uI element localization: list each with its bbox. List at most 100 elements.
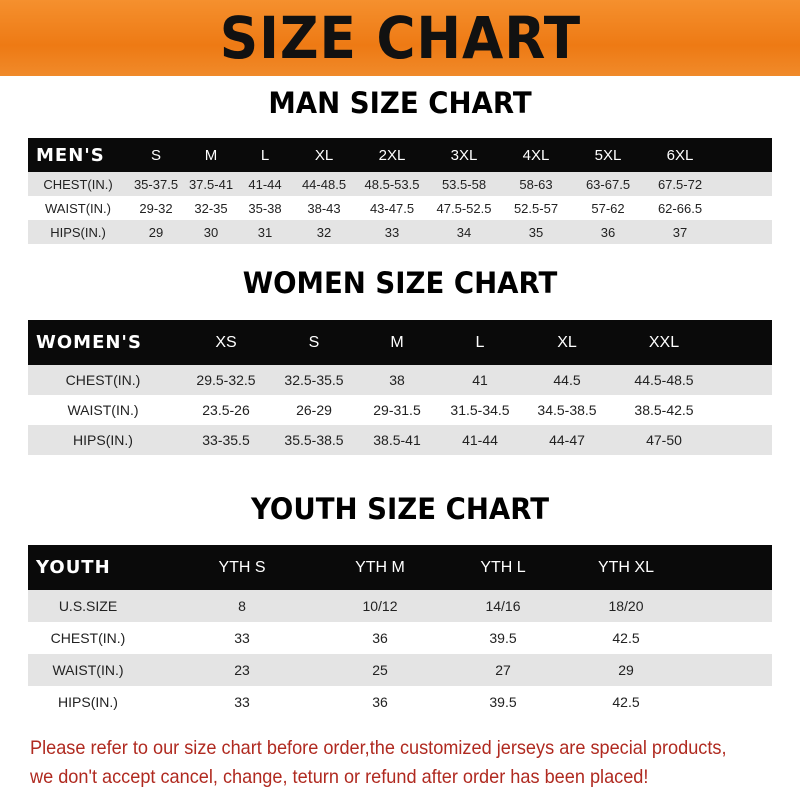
table-row: WAIST(IN.) 23.5-26 26-29 29-31.5 31.5-34.5 34… <box>28 395 772 425</box>
table-cell: XXL <box>648 333 680 351</box>
table-row: CHEST(IN.) 35-37.5 37.5-41 41-44 44-48.5 48.5… <box>28 172 772 196</box>
table-row: HIPS(IN.) 33-35.5 35.5-38.5 38.5-41 41-44 44-… <box>28 425 772 455</box>
table-cell: 44-47 <box>549 432 585 448</box>
table-cell: 47-50 <box>646 432 682 448</box>
row-label: CHEST(IN.) <box>65 372 141 388</box>
table-cell: 47.5-52.5 <box>436 200 492 216</box>
table-row: WAIST(IN.) 23 25 27 29 <box>28 654 772 686</box>
table-cell: M <box>390 333 404 351</box>
table-cell: 8 <box>238 598 246 614</box>
table-cell: 41-44 <box>248 176 282 192</box>
table-cell: 25 <box>372 662 388 678</box>
table-row: HIPS(IN.) 29 30 31 32 33 34 35 36 37 <box>28 220 772 244</box>
table-cell: 23 <box>234 662 250 678</box>
table-cell: 36 <box>372 630 388 646</box>
row-label: CHEST(IN.) <box>43 176 113 192</box>
table-header-row: WOMEN'S XS S M L XL XXL <box>28 320 772 365</box>
row-label: CHEST(IN.) <box>50 630 126 646</box>
row-label: WOMEN'S <box>36 332 142 353</box>
table-cell: 42.5 <box>612 630 640 646</box>
table-cell: 39.5 <box>489 630 517 646</box>
table-cell: L <box>260 146 270 164</box>
table-cell: 38.5-42.5 <box>634 402 694 418</box>
table-cell: 35-37.5 <box>133 176 179 192</box>
row-label: WAIST(IN.) <box>45 200 111 216</box>
table-cell: 33 <box>384 224 400 240</box>
table-cell: 67.5-72 <box>657 176 703 192</box>
table-cell: YTH M <box>355 558 405 576</box>
banner: SIZE CHART <box>0 0 800 76</box>
table-cell: 3XL <box>450 146 478 164</box>
table-cell: 37 <box>672 224 688 240</box>
row-label: MEN'S <box>36 144 105 166</box>
table-cell: 41-44 <box>462 432 498 448</box>
table-cell: 30 <box>203 224 219 240</box>
table-cell: 43-47.5 <box>369 200 415 216</box>
row-label: WAIST(IN.) <box>52 662 124 678</box>
row-label: HIPS(IN.) <box>73 432 133 448</box>
table-cell: 6XL <box>666 146 694 164</box>
table-cell: 37.5-41 <box>188 176 234 192</box>
table-cell: 29-32 <box>139 200 173 216</box>
table-cell: S <box>150 146 161 164</box>
table-cell: 10/12 <box>362 598 398 614</box>
table-cell: 5XL <box>594 146 622 164</box>
table-row: HIPS(IN.) 33 36 39.5 42.5 <box>28 686 772 718</box>
men-size-table: MEN'S S M L XL 2XL 3XL 4XL 5XL 6XL CHEST(IN.) 35-37… <box>28 138 772 244</box>
table-cell: 32.5-35.5 <box>284 372 344 388</box>
table-cell: 23.5-26 <box>202 402 250 418</box>
table-cell: 35.5-38.5 <box>284 432 344 448</box>
table-header-row: MEN'S S M L XL 2XL 3XL 4XL 5XL 6XL <box>28 138 772 172</box>
table-row: U.S.SIZE 8 10/12 14/16 18/20 <box>28 590 772 622</box>
table-cell: 44.5-48.5 <box>634 372 694 388</box>
table-cell: 63-67.5 <box>585 176 631 192</box>
women-size-table: WOMEN'S XS S M L XL XXL CHEST(IN.) 29.5-32.5 32.5… <box>28 320 772 455</box>
table-cell: 14/16 <box>485 598 521 614</box>
table-cell: 31 <box>257 224 273 240</box>
table-cell: 52.5-57 <box>513 200 559 216</box>
table-cell: YTH S <box>218 558 266 576</box>
order-notice: Please refer to our size chart before or… <box>30 734 737 792</box>
table-row: CHEST(IN.) 29.5-32.5 32.5-35.5 38 41 44.5 44.5… <box>28 365 772 395</box>
table-cell: 34.5-38.5 <box>537 402 597 418</box>
table-cell: 29.5-32.5 <box>196 372 256 388</box>
table-cell: 38 <box>389 372 405 388</box>
table-cell: 62-66.5 <box>657 200 703 216</box>
row-label: HIPS(IN.) <box>50 224 106 240</box>
table-cell: 48.5-53.5 <box>364 176 420 192</box>
table-row: WAIST(IN.) 29-32 32-35 35-38 38-43 43-47.5 47.… <box>28 196 772 220</box>
table-cell: 36 <box>600 224 616 240</box>
table-cell: 53.5-58 <box>441 176 487 192</box>
table-cell: 42.5 <box>612 694 640 710</box>
table-cell: 44-48.5 <box>301 176 347 192</box>
table-cell: L <box>475 333 485 351</box>
table-cell: 4XL <box>522 146 550 164</box>
table-cell: 41 <box>472 372 488 388</box>
table-cell: YTH XL <box>597 558 654 576</box>
row-label: YOUTH <box>36 557 111 578</box>
table-cell: 26-29 <box>296 402 332 418</box>
table-cell: 38-43 <box>307 200 341 216</box>
women-chart-title: WOMEN SIZE CHART <box>242 266 558 300</box>
row-label: HIPS(IN.) <box>58 694 118 710</box>
table-cell: 31.5-34.5 <box>450 402 510 418</box>
table-cell: XL <box>557 333 577 351</box>
table-cell: 33 <box>234 694 250 710</box>
table-row: CHEST(IN.) 33 36 39.5 42.5 <box>28 622 772 654</box>
notice-line: Please refer to our size chart before or… <box>30 737 727 759</box>
table-cell: 44.5 <box>553 372 581 388</box>
table-header-row: YOUTH YTH S YTH M YTH L YTH XL <box>28 545 772 590</box>
table-cell: 18/20 <box>608 598 644 614</box>
table-cell: XS <box>215 333 237 351</box>
youth-chart-title: YOUTH SIZE CHART <box>250 492 550 526</box>
table-cell: S <box>308 333 320 351</box>
table-cell: 36 <box>372 694 388 710</box>
table-cell: 39.5 <box>489 694 517 710</box>
table-cell: 32 <box>316 224 332 240</box>
table-cell: 34 <box>456 224 472 240</box>
men-chart-title: MAN SIZE CHART <box>268 86 532 120</box>
table-cell: 33-35.5 <box>202 432 250 448</box>
notice-line: we don't accept cancel, change, teturn o… <box>30 766 649 788</box>
table-cell: 35-38 <box>248 200 282 216</box>
table-cell: 29 <box>148 224 164 240</box>
